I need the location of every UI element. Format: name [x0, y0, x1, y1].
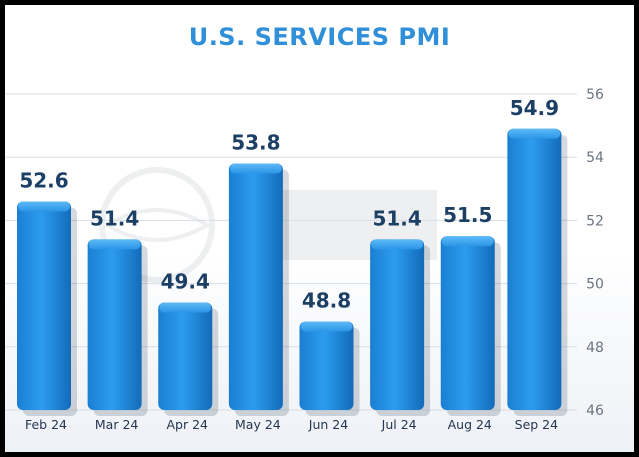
bar: [370, 239, 431, 416]
bar: [17, 201, 77, 416]
x-tick-label: Mar 24: [95, 417, 139, 432]
y-tick-label: 48: [586, 340, 604, 356]
data-label: 51.5: [443, 203, 492, 227]
x-tick-label: May 24: [235, 417, 281, 432]
y-tick-label: 56: [586, 87, 604, 103]
x-tick-label: Sep 24: [515, 417, 558, 432]
bars: [17, 128, 568, 416]
chart-frame: U.S. SERVICES PMI 52.6 51.4 49.4 53.8 48.8 51…: [5, 5, 634, 452]
chart-title: U.S. SERVICES PMI: [188, 23, 451, 51]
data-label: 52.6: [19, 168, 68, 192]
x-tick-label: Feb 24: [25, 417, 67, 432]
data-label: 53.8: [231, 131, 280, 155]
x-tick-label: Apr 24: [166, 417, 208, 432]
data-labels: 52.6 51.4 49.4 53.8 48.8 51.4 51.5 54.9: [19, 96, 559, 313]
data-label: 48.8: [302, 289, 351, 313]
y-tick-label: 52: [586, 213, 604, 229]
data-label: 49.4: [161, 270, 210, 294]
data-label: 54.9: [510, 96, 559, 120]
bar: [299, 321, 360, 416]
x-axis-ticks: Feb 24 Mar 24 Apr 24 May 24 Jun 24 Jul 24 Aug …: [25, 417, 558, 432]
y-tick-label: 54: [586, 150, 604, 166]
data-label: 51.4: [372, 206, 421, 230]
bar: [87, 239, 148, 416]
bar: [158, 302, 219, 416]
bar-chart: 52.6 51.4 49.4 53.8 48.8 51.4 51.5 54.9 Feb 24 M…: [5, 87, 604, 432]
x-tick-label: Aug 24: [448, 417, 492, 432]
y-axis-ticks: 46 48 50 52 54 56: [586, 87, 604, 419]
bar: [228, 163, 289, 416]
y-tick-label: 50: [586, 277, 604, 293]
x-tick-label: Jun 24: [308, 417, 348, 432]
x-tick-label: Jul 24: [381, 417, 417, 432]
data-label: 51.4: [90, 206, 139, 230]
y-tick-label: 46: [586, 403, 604, 419]
bar: [440, 236, 501, 416]
bar: [507, 128, 568, 416]
